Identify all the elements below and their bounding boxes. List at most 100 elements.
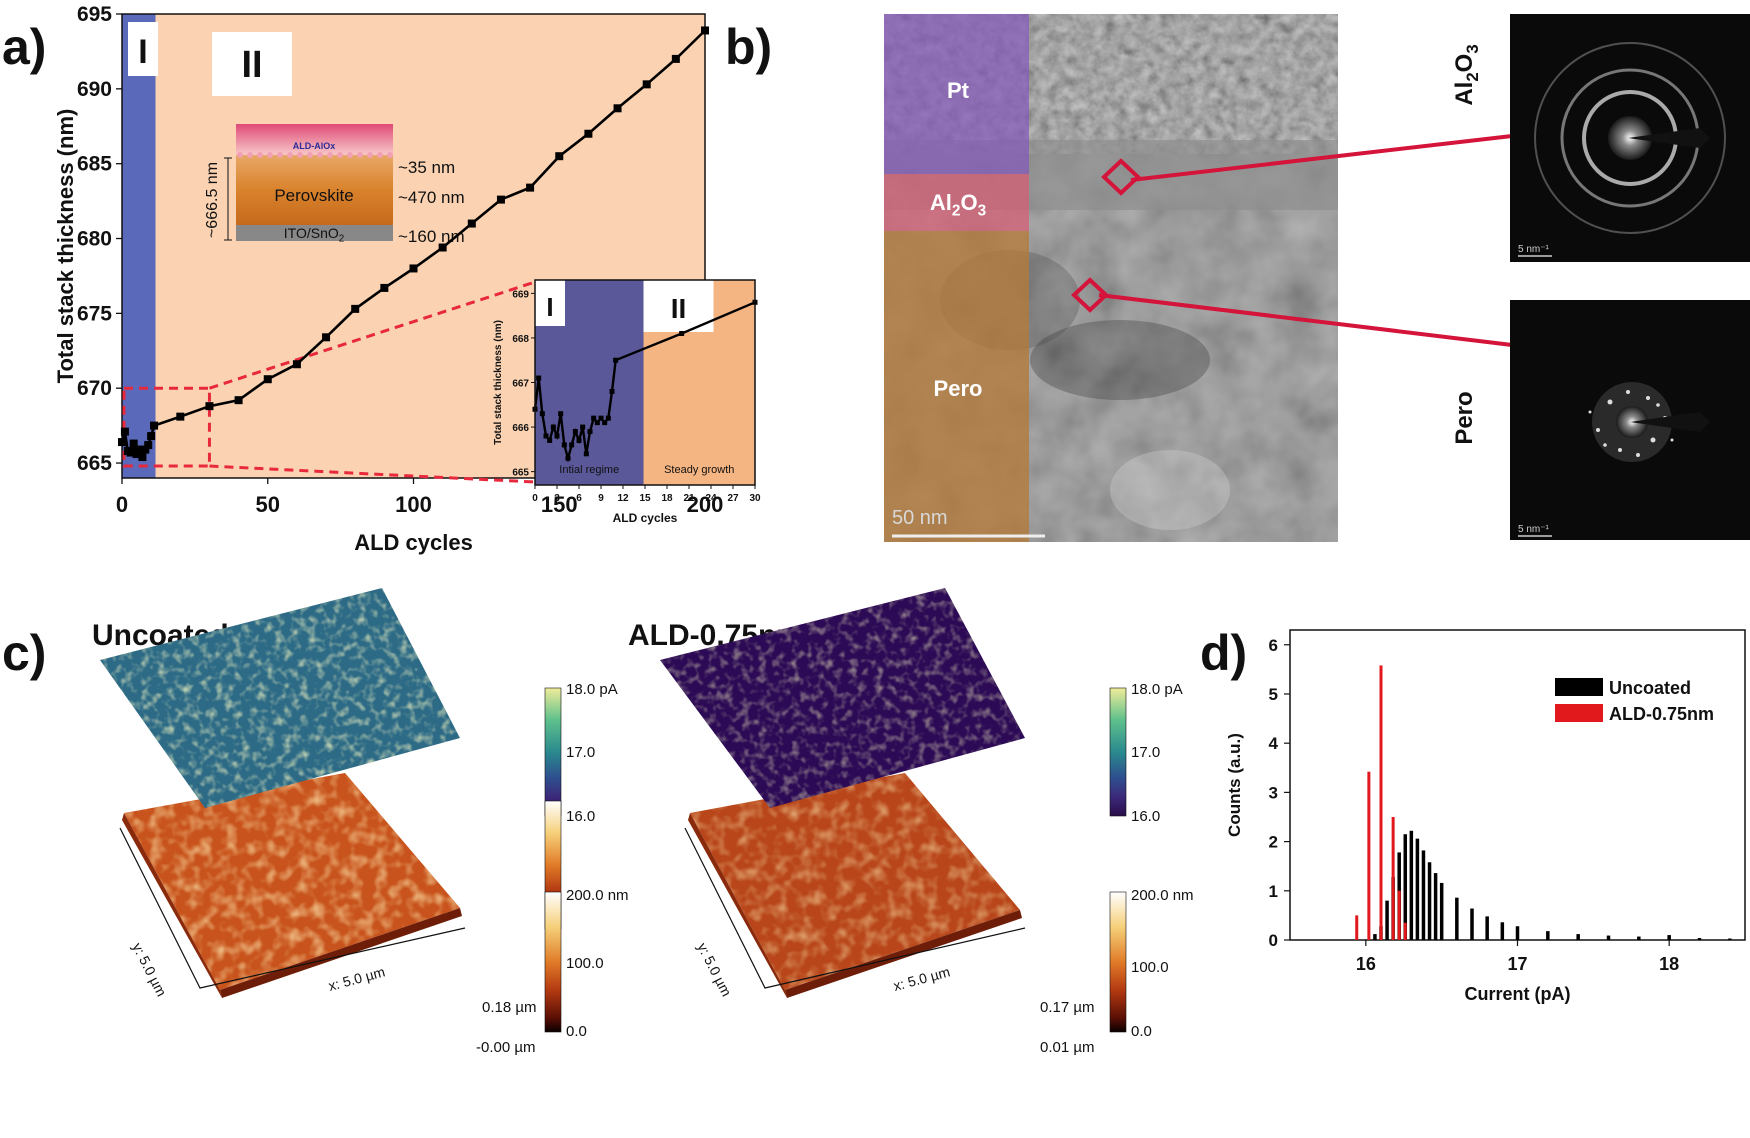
hist-frame	[1289, 629, 1746, 941]
hist-bar-uncoated	[1385, 900, 1389, 940]
perovskite-label: Perovskite	[274, 186, 353, 205]
z-min-uncoated: -0.00 µm	[476, 1039, 536, 1056]
saed-pattern-pero: 5 nm⁻¹	[1510, 300, 1750, 540]
alox-layer	[236, 124, 393, 155]
hist-bar-uncoated	[1485, 916, 1489, 940]
cbar-cur-bot: 16.0	[566, 808, 595, 825]
legend-label: ALD-0.75nm	[1609, 704, 1714, 724]
regime-i-box	[128, 22, 158, 76]
y-tick-label: 685	[77, 153, 112, 176]
data-point	[671, 54, 680, 63]
hist-x-tick-label: 16	[1356, 954, 1376, 974]
saed-scale-al2o3: 5 nm⁻¹	[1518, 244, 1550, 255]
saed-label-al2o3: Al2O3	[1451, 44, 1482, 105]
inset-data-point	[572, 429, 578, 435]
data-point	[176, 412, 185, 421]
inset-data-point	[539, 411, 545, 417]
data-point	[129, 439, 138, 448]
inset-data-point	[547, 437, 553, 443]
hist-bar-ald	[1367, 771, 1371, 940]
alox-thickness: ~35 nm	[398, 158, 455, 177]
y-axis-title: Total stack thickness (nm)	[53, 109, 78, 384]
data-point	[205, 402, 214, 411]
panel-c-afm: Uncoated ALD-0.75nm y: 5.0 µm x: 5.0 µm …	[92, 588, 1183, 1056]
perovskite-thickness: ~470 nm	[398, 188, 465, 207]
inset-data-point	[543, 433, 549, 439]
y-tick-label: 690	[77, 78, 112, 101]
tem-label-pero: Pero	[934, 376, 983, 401]
regime-ii-box	[212, 32, 292, 96]
data-point	[263, 375, 272, 384]
ito-thickness: ~160 nm	[398, 227, 465, 246]
data-point	[555, 152, 564, 161]
inset-regime-ii-label: II	[671, 293, 687, 324]
hist-bar-uncoated	[1606, 935, 1611, 940]
panel-b-label: b)	[725, 19, 773, 75]
hist-y-tick-label: 1	[1269, 882, 1278, 901]
regime-i-label: I	[138, 33, 147, 71]
cbar-h-mid: 100.0	[566, 955, 604, 972]
afm-current-map-ald	[660, 588, 1025, 808]
data-point	[292, 360, 301, 369]
inset-y-tick-label: 666	[512, 423, 529, 434]
inset-data-point	[576, 437, 582, 443]
hist-bar-uncoated	[1433, 873, 1438, 940]
data-point	[118, 438, 126, 447]
data-point	[144, 441, 153, 450]
y-tick-label: 680	[77, 228, 112, 251]
colorbar-height-uncoated-2: 200.0 nm 100.0 0.0	[544, 887, 629, 1040]
cbar-h-top-ald: 200.0 nm	[1131, 887, 1194, 904]
inset-x-tick-label: 24	[705, 493, 717, 504]
tem-label-pt: Pt	[947, 78, 970, 103]
inset-data-point	[550, 424, 556, 430]
data-point	[409, 264, 418, 273]
inset-x-tick-label: 12	[617, 493, 629, 504]
hist-bar-uncoated	[1500, 922, 1505, 940]
hist-bar-ald	[1391, 816, 1395, 940]
x-tick-label: 100	[395, 492, 432, 517]
perovskite-layer	[236, 155, 393, 225]
cbar-h-bot: 0.0	[566, 1023, 587, 1040]
hist-bar-uncoated	[1637, 936, 1641, 940]
data-point	[701, 26, 709, 35]
legend-swatch	[1555, 678, 1603, 696]
ito-label: ITO/SnO2	[284, 225, 344, 245]
hist-bar-uncoated	[1455, 897, 1459, 940]
inset-regime-i-box	[535, 280, 565, 326]
inset-data-point	[580, 424, 586, 430]
inset-x-tick-label: 3	[554, 493, 560, 504]
hist-bar-uncoated	[1373, 934, 1377, 940]
hist-x-tick-label: 18	[1659, 954, 1679, 974]
data-point	[584, 129, 593, 138]
hist-y-tick-label: 4	[1269, 734, 1279, 753]
data-point	[438, 243, 447, 252]
data-point	[642, 80, 651, 89]
inset-x-axis-title: ALD cycles	[613, 511, 678, 525]
z-min-ald: 0.01 µm	[1040, 1039, 1095, 1056]
pt-overlay	[884, 14, 1029, 174]
inset-data-point	[602, 420, 608, 426]
panel-d-label: d)	[1200, 625, 1248, 681]
data-point	[234, 396, 243, 405]
alox-label: ALD-AlOx	[293, 141, 336, 151]
data-point	[467, 219, 476, 228]
al2o3-overlay	[884, 174, 1029, 231]
inset-data-point	[561, 442, 567, 448]
afm-height-map-ald	[688, 773, 1022, 998]
x-tick-label: 50	[256, 492, 280, 517]
hist-bar-uncoated	[1409, 830, 1414, 940]
zoom-box	[122, 386, 211, 468]
inset-regime-ii-box	[643, 280, 714, 332]
inset-data-point	[583, 451, 589, 457]
zoom-line-top	[208, 280, 536, 390]
y-tick-label: 670	[77, 377, 112, 400]
regime-ii-label: II	[241, 44, 262, 86]
inset-region-label-initial: Intial regime	[559, 464, 619, 476]
data-point	[526, 183, 535, 192]
cbar-h-bot-ald: 0.0	[1131, 1023, 1152, 1040]
inset-data-point	[558, 411, 564, 417]
pero-overlay	[884, 231, 1029, 542]
inset-x-tick-label: 21	[683, 493, 695, 504]
inset-data-point	[569, 442, 575, 448]
x-tick-label: 150	[541, 492, 578, 517]
